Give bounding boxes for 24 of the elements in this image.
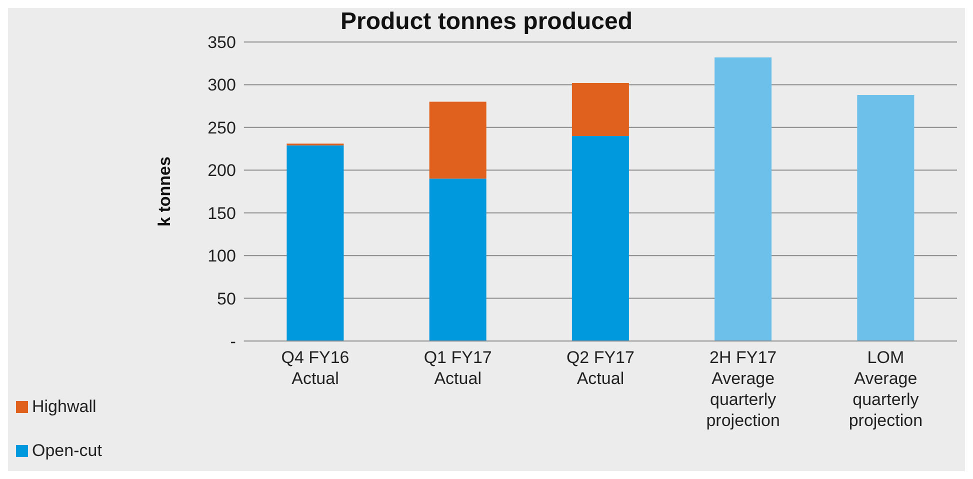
x-tick-label: Q4 FY16 Actual [281,348,350,388]
bar [857,94,914,341]
y-tick-label: 350 [208,33,236,52]
chart-title: Product tonnes produced [340,8,632,35]
y-axis-title: k tonnes [154,156,174,226]
x-tick-label: Q1 FY17 Actual [424,348,492,388]
x-tick-label: 2H FY17 Average quarterly projection [706,348,780,430]
bar [429,178,486,341]
y-tick-label: 250 [208,118,236,138]
bar [714,57,772,341]
y-tick-label: 150 [208,204,236,223]
bar [572,83,629,136]
y-tick-label: 50 [217,289,236,308]
legend-label: Highwall [32,397,96,417]
x-tick-label: LOM Average quarterly projection [848,348,923,430]
bar [429,102,486,179]
y-tick-label: 200 [208,161,236,180]
y-tick-label: - [230,332,236,352]
legend-label: Open-cut [32,441,102,461]
bar [572,136,629,341]
bar [286,145,344,341]
y-tick-label: 100 [208,246,236,266]
y-tick-label: 300 [208,76,236,95]
x-tick-label: Q2 FY17 Actual [566,348,634,388]
